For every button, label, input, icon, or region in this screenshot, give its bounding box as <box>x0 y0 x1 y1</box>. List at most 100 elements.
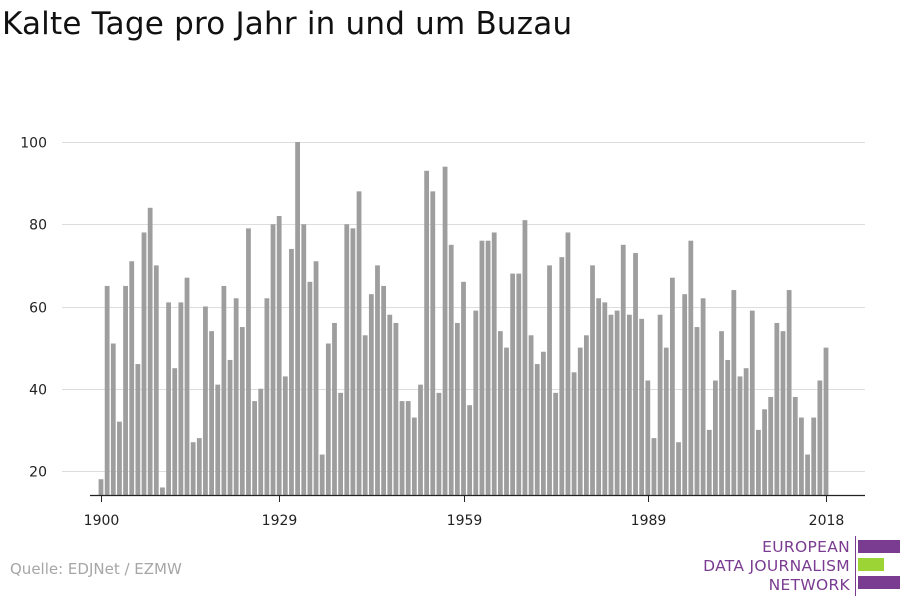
bar <box>387 314 393 495</box>
bar <box>325 343 331 495</box>
y-tick-label: 20 <box>29 465 47 481</box>
bar <box>676 442 681 495</box>
bar <box>774 322 780 495</box>
logo-divider <box>855 536 856 596</box>
bar <box>178 302 184 495</box>
bar <box>332 322 337 495</box>
x-tick-label: 1959 <box>447 513 483 529</box>
bar <box>467 405 473 495</box>
bar <box>639 318 645 495</box>
bar <box>252 401 257 495</box>
bar <box>190 442 196 495</box>
x-tick-label: 1989 <box>631 513 667 529</box>
bar <box>110 343 116 495</box>
bar <box>645 380 651 495</box>
bar <box>375 265 380 496</box>
bar <box>626 314 632 495</box>
bar <box>522 220 528 495</box>
bar <box>792 396 798 495</box>
chart-title: Kalte Tage pro Jahr in und um Buzau <box>2 6 573 42</box>
bar <box>473 310 479 495</box>
bar <box>540 351 546 495</box>
bar <box>338 392 344 495</box>
bar <box>203 306 208 495</box>
bar <box>350 228 356 496</box>
bar <box>633 253 638 495</box>
bar <box>239 327 245 495</box>
bar <box>160 487 165 495</box>
bar <box>141 232 147 495</box>
bar <box>264 298 270 495</box>
y-tick-label: 100 <box>20 136 47 152</box>
bar <box>258 388 264 495</box>
bar <box>166 302 171 495</box>
bar <box>282 376 288 495</box>
edjnet-logo: EUROPEAN DATA JOURNALISM NETWORK <box>700 536 900 596</box>
bar <box>209 331 214 495</box>
bar <box>172 368 178 495</box>
bar <box>491 232 497 495</box>
bar <box>393 322 399 495</box>
bar <box>215 384 221 495</box>
bar <box>184 277 190 495</box>
y-axis-labels: 20 40 60 80 100 <box>20 136 47 481</box>
bar <box>405 401 411 495</box>
bar <box>583 335 589 495</box>
bar <box>749 310 755 495</box>
bar <box>307 281 313 495</box>
bar <box>694 327 700 495</box>
y-tick-label: 60 <box>29 301 47 317</box>
bar <box>725 359 731 495</box>
bar <box>565 232 571 495</box>
bar <box>117 421 122 495</box>
bar <box>418 384 423 495</box>
bar <box>608 314 614 495</box>
bar <box>510 273 516 495</box>
bar <box>233 298 239 495</box>
bar <box>246 228 251 496</box>
bar <box>362 335 368 495</box>
bar <box>319 454 325 495</box>
bar <box>559 257 565 495</box>
y-tick-label: 80 <box>29 218 47 234</box>
bar <box>528 335 534 495</box>
bar <box>424 170 430 496</box>
bar <box>461 281 466 495</box>
bar <box>442 166 448 495</box>
bar <box>295 142 300 495</box>
x-tick-label: 1929 <box>262 513 298 529</box>
bar <box>719 331 724 495</box>
bar <box>688 240 694 495</box>
bar <box>344 224 350 495</box>
bar <box>756 429 761 496</box>
bar <box>823 347 829 496</box>
bar <box>98 479 104 495</box>
bar <box>448 244 454 495</box>
logo-bar-2 <box>858 558 884 571</box>
bars <box>98 142 829 496</box>
bar <box>104 285 110 495</box>
bar <box>811 417 817 495</box>
bar <box>799 417 804 495</box>
bar <box>768 396 774 495</box>
bar <box>227 359 233 495</box>
bar <box>817 380 823 495</box>
y-tick-label: 40 <box>29 383 47 399</box>
x-axis-ticks: 1900 1929 1959 1989 2018 <box>84 495 844 529</box>
bar <box>301 224 307 495</box>
bar <box>504 347 509 496</box>
bar <box>731 290 737 495</box>
bar <box>577 347 583 496</box>
bar <box>737 376 743 495</box>
bar <box>780 331 786 495</box>
bar <box>571 372 577 495</box>
bar <box>196 438 202 495</box>
bar <box>129 261 135 495</box>
bar <box>289 248 294 495</box>
bar <box>805 454 810 495</box>
bar <box>454 322 460 495</box>
bar <box>700 298 706 495</box>
bar <box>596 298 602 495</box>
bar <box>706 429 712 496</box>
